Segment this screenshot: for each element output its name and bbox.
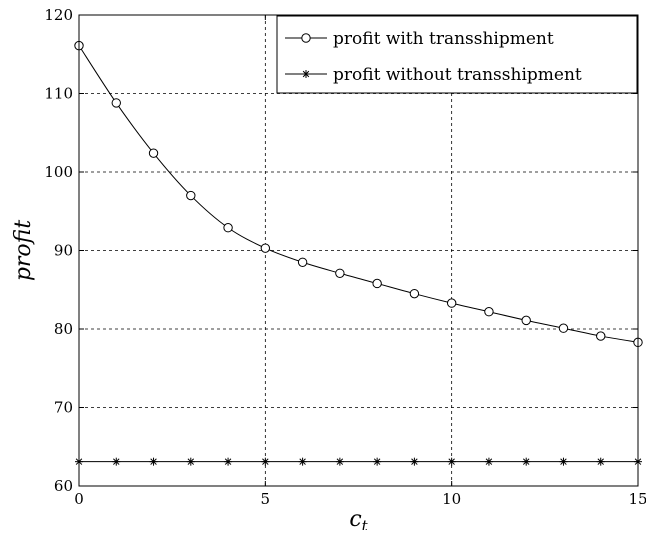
series-1 <box>74 40 643 348</box>
y-tick-label: 80 <box>54 320 73 338</box>
data-point-circle <box>521 315 531 326</box>
data-point-star <box>484 457 493 466</box>
data-point-circle <box>372 278 382 289</box>
data-point-circle <box>297 257 308 267</box>
y-tick-label: 100 <box>44 163 73 181</box>
data-point-star <box>335 457 344 466</box>
x-tick-label: 15 <box>628 490 646 508</box>
data-point-star <box>224 457 233 466</box>
tick-layer: 0 5 10 15 60 70 80 90 100 110 120 <box>44 6 646 508</box>
y-tick-label: 120 <box>44 6 73 24</box>
label-layer: profit ct <box>11 220 369 534</box>
legend-box <box>276 15 638 94</box>
series-2 <box>75 457 642 466</box>
data-point-circle <box>335 268 345 278</box>
data-point-star <box>522 457 531 466</box>
y-tick-label: 70 <box>54 399 73 417</box>
data-point-circle <box>111 98 121 108</box>
series-line <box>78 45 639 343</box>
data-point-circle <box>186 190 196 201</box>
legend-marker-star <box>302 70 310 78</box>
data-point-star <box>261 457 270 466</box>
data-point-star <box>373 457 382 466</box>
data-point-star <box>410 457 419 466</box>
x-axis-label: ct <box>349 507 368 530</box>
legend-label: profit without transshipment <box>333 65 582 85</box>
x-tick-label: 0 <box>74 490 84 508</box>
legend-item: profit with transshipment <box>285 29 554 49</box>
series-layer <box>74 40 643 466</box>
data-point-star <box>112 457 121 466</box>
data-point-star <box>596 457 605 466</box>
legend-label: profit with transshipment <box>333 29 554 49</box>
data-point-circle <box>260 243 271 253</box>
data-point-star <box>559 457 568 466</box>
data-point-circle <box>148 148 159 158</box>
data-point-circle <box>484 307 494 317</box>
y-axis-label: profit <box>11 220 36 282</box>
data-point-star <box>298 457 307 466</box>
legend-marker-circle <box>301 33 311 43</box>
legend: profit with transshipment profit without … <box>276 15 638 94</box>
data-point-star <box>186 457 195 466</box>
data-point-star <box>149 457 158 466</box>
x-tick-label: 5 <box>261 490 271 508</box>
x-tick-label: 10 <box>442 490 461 508</box>
data-point-circle <box>558 323 569 333</box>
legend-item: profit without transshipment <box>285 65 582 85</box>
y-tick-label: 90 <box>54 242 73 260</box>
y-tick-label: 110 <box>44 85 73 103</box>
data-point-circle <box>223 223 233 233</box>
data-point-circle <box>596 331 606 341</box>
data-point-star <box>447 457 456 466</box>
data-point-circle <box>446 298 457 308</box>
data-point-circle <box>409 288 420 299</box>
y-tick-label: 60 <box>54 477 73 495</box>
